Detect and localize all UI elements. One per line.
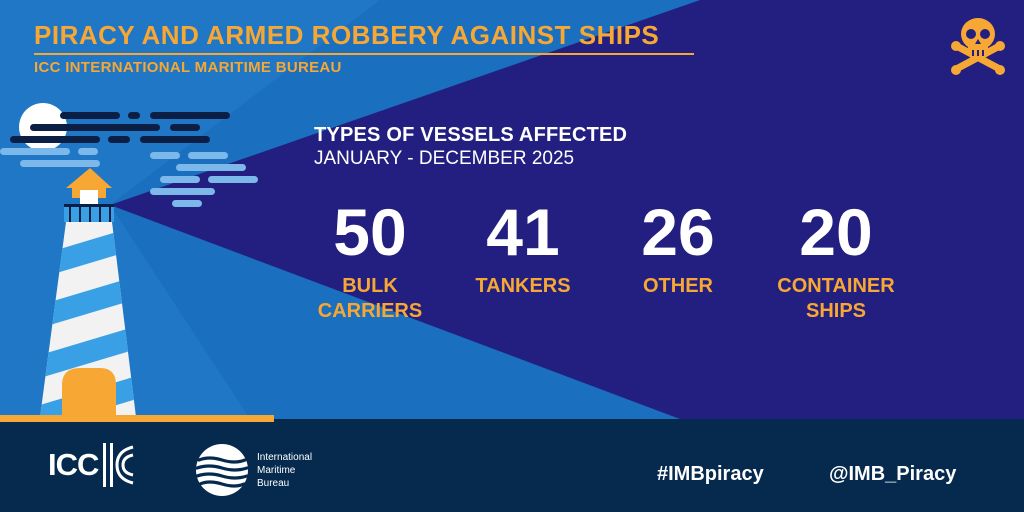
stat-label: OTHER [643,275,713,297]
icc-logo-text: ICC [48,447,99,482]
stat-value: 50 [333,195,407,269]
title-divider [34,53,694,55]
stat-tankers: 41 TANKERS [433,194,613,299]
stat-other: 26 OTHER [588,194,768,299]
page-title: PIRACY AND ARMED ROBBERY AGAINST SHIPS [34,20,660,50]
stat-label: CONTAINER SHIPS [777,275,895,322]
social-handle-link[interactable]: @IMB_Piracy [829,463,957,485]
footer-bar [0,419,1024,512]
cloud-icon [10,112,230,143]
icc-mark-icon [103,443,134,487]
footer-accent-strip [0,416,274,422]
stat-container-ships: 20 CONTAINER SHIPS [746,194,926,324]
heading-period: JANUARY - DECEMBER 2025 [314,148,575,169]
imb-wave-icon [195,444,249,496]
heading-title: TYPES OF VESSELS AFFECTED [314,124,628,146]
light-beam [0,0,700,419]
stat-bulk-carriers: 50 BULK CARRIERS [280,194,460,324]
stat-label: BULK CARRIERS [317,275,423,322]
hashtag-link[interactable]: #IMBpiracy [657,463,764,485]
imb-logo-text: International Maritime Bureau [257,451,313,489]
stat-value: 26 [641,195,715,269]
infographic-heading: TYPES OF VESSELS AFFECTED JANUARY - DECE… [314,124,627,170]
skull-crossbones-icon [951,18,1005,75]
stat-value: 41 [486,195,560,269]
imb-logo: International Maritime Bureau [195,443,312,497]
cloud-icon [0,148,258,207]
page-subtitle: ICC INTERNATIONAL MARITIME BUREAU [34,59,342,76]
icc-logo: ICC [48,440,135,490]
stat-value: 20 [799,195,873,269]
stat-label: TANKERS [475,275,571,297]
